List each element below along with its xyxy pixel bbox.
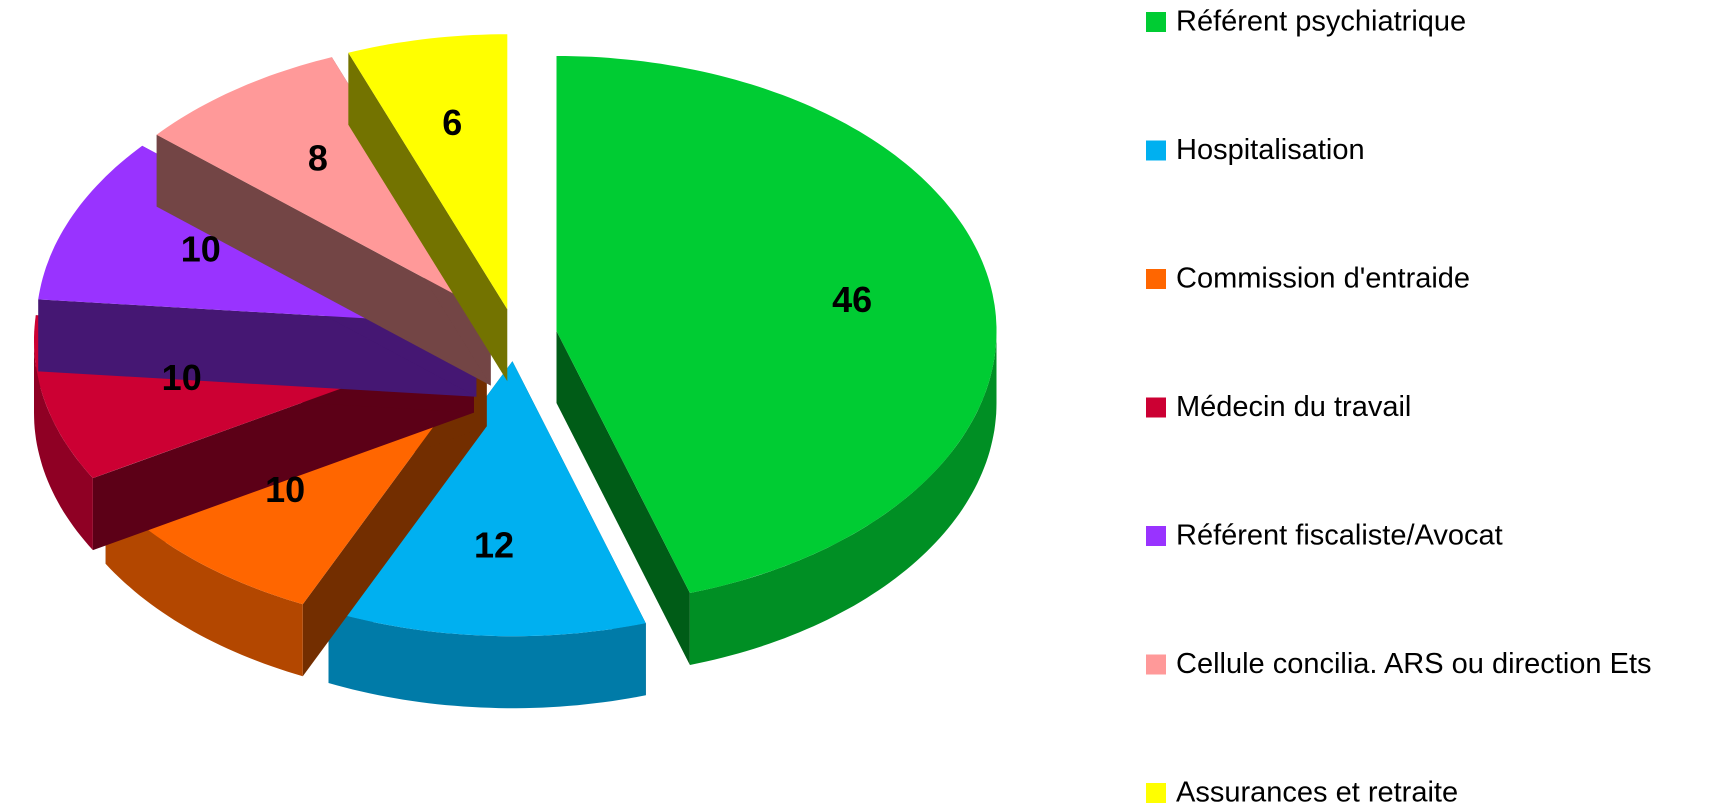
pie	[34, 34, 997, 709]
slice-wall	[328, 611, 646, 709]
legend-swatch	[1146, 140, 1166, 161]
slice-top	[328, 361, 646, 637]
legend-label: Hospitalisation	[1176, 134, 1365, 166]
legend-label: Assurances et retraite	[1176, 777, 1458, 809]
slice-side	[348, 52, 508, 382]
legend-label: Référent psychiatrique	[1176, 6, 1466, 38]
legend-label: Commission d'entraide	[1176, 263, 1470, 295]
legend-swatch	[1146, 397, 1166, 418]
slice	[348, 34, 508, 382]
legend-swatch	[1146, 12, 1166, 32]
data-label: 8	[308, 137, 328, 178]
data-label: 6	[442, 102, 462, 143]
slice-wall	[689, 331, 997, 665]
legend-label: Cellule concilia. ARS ou direction Ets	[1176, 648, 1652, 680]
data-label: 10	[265, 469, 305, 510]
legend-swatch	[1146, 783, 1166, 803]
slice-wall	[34, 340, 93, 551]
legend-swatch	[1146, 269, 1166, 289]
data-label: 46	[832, 279, 872, 320]
slice-top	[556, 56, 997, 593]
slice	[556, 56, 997, 666]
data-label: 10	[181, 228, 221, 269]
slice-wall	[105, 491, 303, 677]
legend-swatch	[1146, 526, 1166, 546]
legend: Référent psychiatrique Hospitalisation Com…	[1146, 6, 1652, 809]
data-label: 10	[162, 357, 202, 398]
slice-top	[156, 57, 491, 314]
slice	[328, 361, 646, 709]
data-label: 12	[474, 524, 514, 565]
legend-swatch	[1146, 654, 1166, 675]
legend-label: Référent fiscaliste/Avocat	[1176, 520, 1503, 552]
legend-label: Médecin du travail	[1176, 391, 1411, 423]
slice-side	[556, 330, 690, 666]
slice-side	[156, 134, 491, 386]
slice-top	[348, 34, 508, 310]
